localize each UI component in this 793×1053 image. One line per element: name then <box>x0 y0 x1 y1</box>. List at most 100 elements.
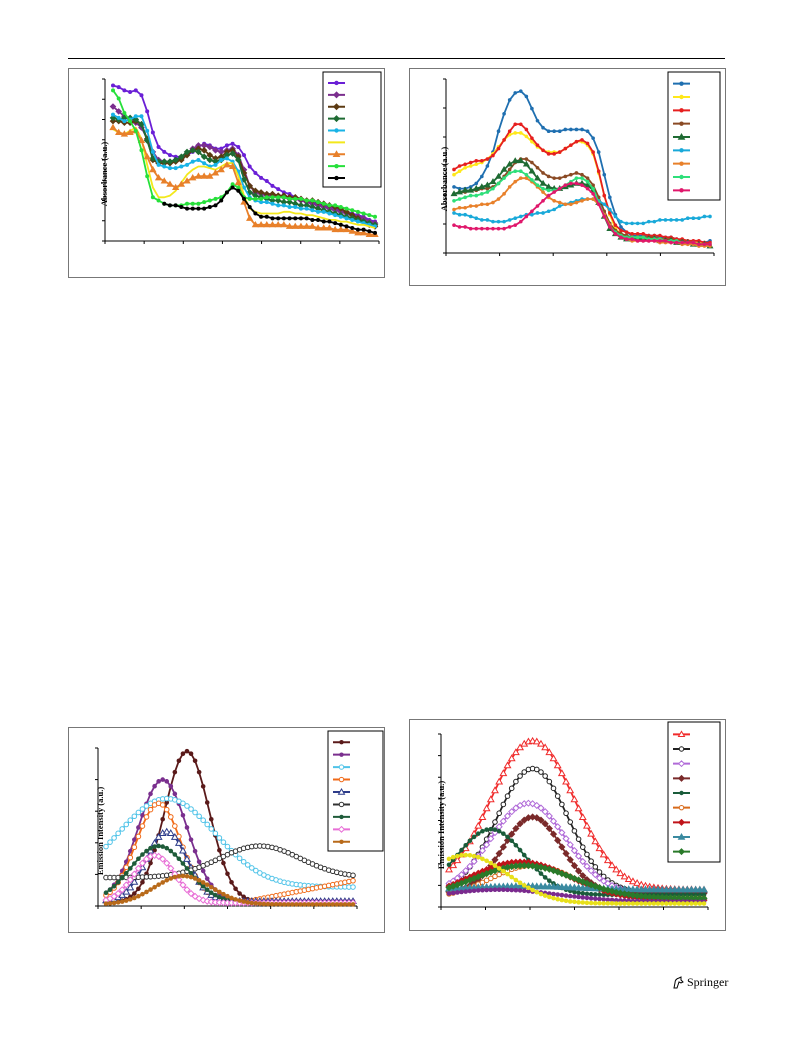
data-point <box>579 857 587 866</box>
data-point <box>293 216 298 221</box>
data-point <box>361 227 366 232</box>
data-point <box>491 186 495 191</box>
data-point <box>164 779 170 784</box>
data-point <box>508 785 515 792</box>
data-point <box>530 160 534 165</box>
data-point <box>582 821 591 829</box>
data-point <box>552 152 556 156</box>
data-point <box>164 845 170 851</box>
data-point <box>455 890 460 895</box>
data-point <box>131 844 138 851</box>
data-point <box>496 887 502 892</box>
data-point <box>518 176 523 180</box>
data-point <box>658 218 662 222</box>
data-point <box>580 183 584 187</box>
data-point <box>517 157 525 164</box>
data-point <box>337 225 345 233</box>
data-point <box>202 161 207 166</box>
data-point <box>580 172 584 177</box>
data-point <box>574 876 583 884</box>
data-point <box>485 226 490 231</box>
data-point <box>297 222 305 229</box>
data-point <box>259 175 264 180</box>
data-point <box>679 94 684 100</box>
data-point <box>178 153 185 161</box>
data-point <box>463 889 469 894</box>
data-point <box>605 897 611 903</box>
data-point <box>130 870 138 878</box>
data-point <box>593 900 598 906</box>
data-point <box>185 162 190 167</box>
data-point <box>566 856 574 864</box>
data-point <box>674 240 679 245</box>
data-point <box>635 232 640 236</box>
data-point <box>618 901 623 906</box>
data-point <box>184 803 190 809</box>
data-point <box>196 859 202 865</box>
data-point <box>217 889 222 895</box>
data-point <box>170 833 179 840</box>
data-point <box>484 858 489 864</box>
data-point <box>524 172 529 177</box>
data-point <box>339 839 344 844</box>
data-point <box>208 826 215 832</box>
data-point <box>579 844 586 850</box>
figure-panel-absorbance-left: Absorbance (a.u.) <box>68 68 385 278</box>
data-point <box>546 209 551 214</box>
data-point <box>492 819 498 825</box>
data-point <box>533 801 541 810</box>
data-point <box>269 901 275 907</box>
data-point <box>133 128 138 133</box>
data-point <box>574 139 579 144</box>
data-point <box>219 198 224 203</box>
data-point <box>338 222 343 227</box>
data-point <box>247 204 252 209</box>
data-point <box>535 204 540 208</box>
data-point <box>123 821 130 828</box>
data-point <box>492 827 498 832</box>
data-point <box>545 748 554 756</box>
data-point <box>156 882 161 887</box>
data-point <box>557 200 562 205</box>
data-point <box>140 880 145 885</box>
data-point <box>501 868 506 874</box>
data-point <box>463 195 467 200</box>
data-point <box>190 159 195 164</box>
data-point <box>517 773 523 779</box>
data-point <box>455 853 460 859</box>
data-point <box>135 809 142 816</box>
data-point <box>545 812 553 820</box>
data-point <box>475 854 481 860</box>
data-point <box>530 178 534 182</box>
data-point <box>116 85 121 90</box>
data-point <box>150 130 155 135</box>
data-point <box>110 892 118 900</box>
data-point <box>488 860 494 866</box>
data-point <box>139 114 144 119</box>
data-point <box>126 883 135 891</box>
data-point <box>518 169 523 174</box>
data-point <box>468 226 473 231</box>
data-point <box>679 81 684 86</box>
data-point <box>478 813 487 821</box>
data-point <box>549 754 558 762</box>
data-point <box>524 157 529 161</box>
data-point <box>566 786 575 794</box>
data-point <box>583 862 591 870</box>
data-point <box>521 769 528 775</box>
data-point <box>677 774 686 782</box>
data-point <box>136 825 141 830</box>
data-point <box>167 153 172 158</box>
data-point <box>509 874 515 880</box>
data-point <box>136 856 141 862</box>
data-point <box>591 871 599 879</box>
data-point <box>152 847 157 853</box>
data-point <box>585 197 590 201</box>
data-point <box>524 799 533 807</box>
data-point <box>338 776 345 783</box>
data-point <box>595 884 604 892</box>
data-point <box>333 203 338 208</box>
data-point <box>535 143 540 147</box>
data-point <box>475 831 481 836</box>
data-point <box>192 758 198 764</box>
